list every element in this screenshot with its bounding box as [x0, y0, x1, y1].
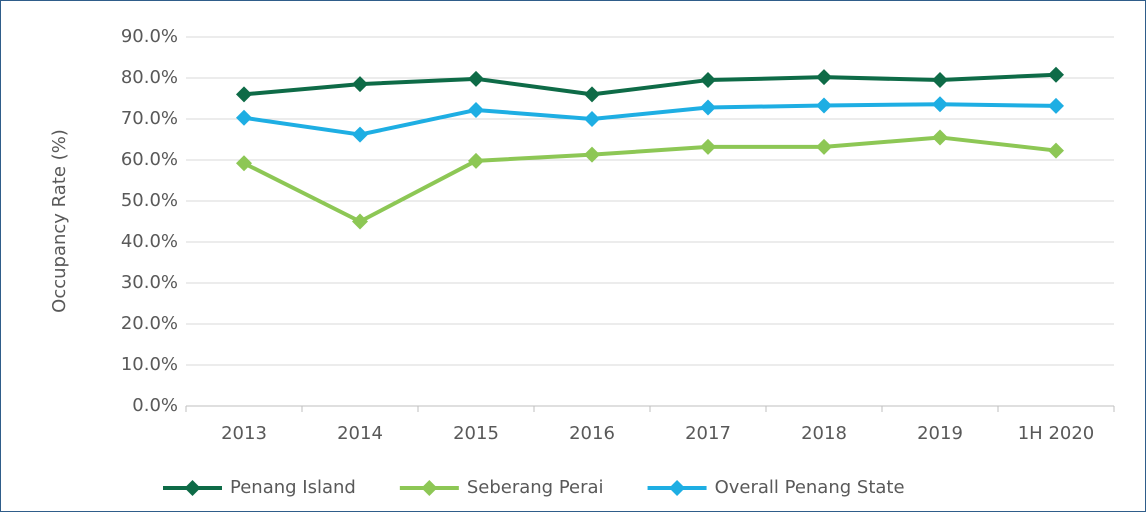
data-point [468, 70, 484, 87]
data-point [816, 97, 832, 114]
x-tick-label: 2017 [685, 423, 731, 444]
y-tick-label: 70.0% [121, 108, 178, 129]
y-tick-label: 20.0% [121, 313, 178, 334]
series-line [243, 135, 1057, 224]
data-point [352, 213, 368, 230]
legend-marker [184, 480, 201, 496]
data-point [700, 72, 716, 89]
data-point [584, 111, 600, 127]
y-tick-label: 90.0% [121, 26, 178, 47]
series-line [243, 72, 1057, 97]
y-tick-label: 0.0% [132, 395, 178, 416]
data-point [236, 86, 252, 103]
y-tick-label: 10.0% [121, 354, 178, 375]
y-tick-label: 40.0% [121, 231, 178, 252]
x-tick-label: 2013 [221, 423, 267, 444]
data-point [932, 129, 948, 146]
legend-label: Overall Penang State [715, 477, 905, 498]
y-tick-label: 60.0% [121, 149, 178, 170]
data-point [584, 86, 600, 103]
y-tick-label: 80.0% [121, 67, 178, 88]
data-point [352, 76, 368, 93]
data-point [584, 146, 600, 163]
x-tick-label: 2015 [453, 423, 499, 444]
data-point [236, 155, 252, 172]
data-point [932, 72, 948, 89]
legend-label: Penang Island [230, 477, 356, 498]
legend-label: Seberang Perai [467, 477, 604, 498]
data-point [932, 96, 948, 113]
x-tick-label: 2014 [337, 423, 383, 444]
legend-marker [421, 480, 438, 496]
data-point [700, 138, 716, 155]
data-point [700, 99, 716, 116]
data-point [1048, 97, 1064, 114]
data-point [816, 69, 832, 86]
x-tick-label: 2019 [917, 423, 963, 444]
y-axis-label: Occupancy Rate (%) [49, 129, 70, 313]
y-tick-label: 30.0% [121, 272, 178, 293]
data-point [352, 126, 368, 143]
data-point [1048, 142, 1064, 159]
data-point [1048, 66, 1064, 83]
y-tick-label: 50.0% [121, 190, 178, 211]
data-point [236, 109, 252, 126]
data-point [468, 152, 484, 169]
x-tick-label: 1H 2020 [1018, 423, 1095, 444]
x-tick-label: 2016 [569, 423, 615, 444]
data-point [468, 101, 484, 118]
series-line [243, 102, 1057, 137]
x-tick-label: 2018 [801, 423, 847, 444]
data-point [816, 138, 832, 155]
legend-marker [669, 480, 686, 496]
